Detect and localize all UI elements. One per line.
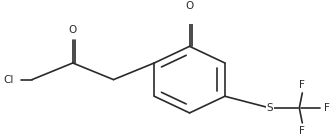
Text: O: O bbox=[185, 1, 194, 11]
Text: S: S bbox=[267, 103, 273, 113]
Text: F: F bbox=[324, 103, 330, 113]
Text: F: F bbox=[299, 80, 305, 90]
Text: Cl: Cl bbox=[4, 75, 14, 85]
Text: O: O bbox=[68, 25, 77, 35]
Text: F: F bbox=[299, 126, 305, 136]
